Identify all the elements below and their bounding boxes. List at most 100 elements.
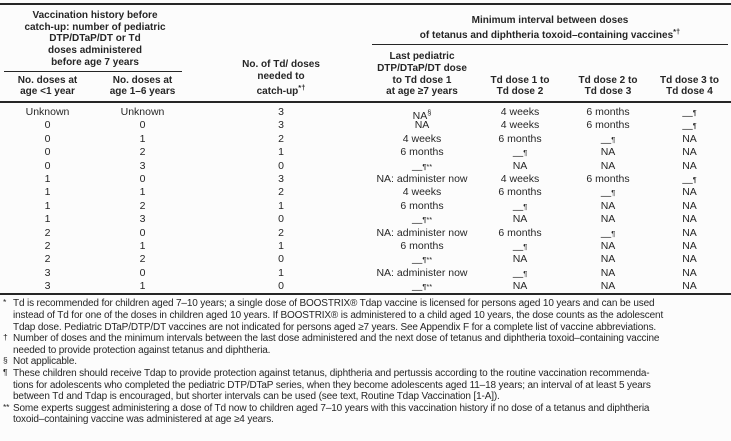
footnote-text: Not applicable. [13,356,77,368]
table-cell: 2 [44,226,51,239]
left-header-group: Vaccination history before catch-up: num… [0,5,190,101]
table-cell: —¶** [411,255,433,270]
footnote-marker-ref: ¶ [523,148,528,158]
footnote-number-of-doses: † Number of doses and the minimum interva… [3,332,729,356]
footnote-marker-ref: ¶** [422,215,433,225]
table-row: 2 1 1 6 months —¶ NA NA [0,239,731,256]
table-cell: NA: administer now [376,226,468,239]
col-header-td1-to-td2: Td dose 1 to Td dose 2 [490,74,550,98]
table-row: 1 0 3 NA: administer now 4 weeks 6 months —¶ [0,172,731,189]
table-cell: 0 [278,213,284,226]
footnote-tdap-routine: ¶ These children should receive Tdap to p… [3,367,729,403]
table-row: 1 1 2 4 weeks 6 months —¶ NA [0,186,731,202]
table-cell: 0 [278,159,284,172]
table-cell: NA [682,253,697,266]
table-cell: 0 [139,226,146,239]
right-header-group: Minimum interval between doses of tetanu… [372,5,731,101]
table-cell: —¶ [682,174,697,189]
table-cell: 1 [278,266,284,279]
left-subheader-row: No. doses at age <1 year No. doses at ag… [0,72,190,101]
table-cell: NA [512,159,528,172]
table-cell: 3 [139,159,146,172]
footnote-text: Some experts suggest administering a dos… [13,402,650,426]
col-header-doses-1-6-years: No. doses at age 1–6 years [109,74,176,98]
table-cell: 1 [44,186,51,199]
table-row: 2 0 2 NA: administer now 6 months —¶ NA [0,226,731,243]
table-cell: 2 [139,146,146,159]
table-cell: 1 [278,199,284,212]
table-cell: NA [600,280,616,293]
table-cell: NA [600,213,616,226]
table-cell: —¶ [682,121,697,136]
table-cell: 3 [278,106,284,118]
footnote-marker-ref: ¶** [422,282,433,292]
table-cell: —¶ [512,268,528,283]
table-cell: 4 weeks [402,186,442,199]
catch-up-schedule-table: Vaccination history before catch-up: num… [0,3,731,426]
table-cell: 2 [278,186,284,199]
table-cell: 6 months [498,186,542,199]
col-header-doses-under-1-year: No. doses at age <1 year [17,74,78,98]
footnote-marker-ref: ¶ [692,108,697,117]
table-row: 3 0 1 NA: administer now —¶ NA NA [0,266,731,283]
mid-header-group: No. of Td/ doses needed to catch-up*† [190,5,372,101]
table-row: 0 1 2 4 weeks 6 months —¶ NA [0,132,731,149]
table-cell: 6 months [498,132,542,145]
table-cell: 0 [278,280,284,293]
footnote-marker-ref: ¶ [692,121,697,131]
table-cell: NA [600,159,616,172]
footnote-marker-ref: ¶ [611,188,616,198]
table-cell: 3 [44,280,51,293]
footnote-marker: § [3,355,8,366]
table-cell: NA [600,146,616,159]
table-cell: 6 months [586,172,630,185]
table-cell: 0 [44,119,51,132]
table-cell: NA [600,199,616,212]
table-row: 1 3 0 —¶** NA NA NA [0,213,731,230]
footnote-td-recommended: * Td is recommended for children aged 7–1… [3,297,729,333]
table-cell: NA [682,199,697,212]
table-cell: —¶ [512,148,528,163]
footnote-marker-ref: ¶** [422,161,433,171]
footnote-marker-ref: ¶ [611,228,616,238]
table-row: 0 0 3 NA 4 weeks 6 months —¶ [0,119,731,136]
table-cell: 0 [139,172,146,185]
table-row: 2 2 0 —¶** NA NA NA [0,253,731,270]
right-subheader-row: Last pediatric DTP/DTaP/DT dose to Td do… [372,45,731,101]
col-header-last-dose-to-td1: Last pediatric DTP/DTaP/DT dose to Td do… [377,51,467,98]
left-group-header: Vaccination history before catch-up: num… [0,5,190,72]
table-cell: 4 weeks [500,106,540,118]
table-cell: 1 [278,239,284,252]
table-cell: —¶ [512,201,528,216]
table-cell: —¶ [600,134,616,149]
table-cell: NA [512,213,528,226]
table-cell: 6 months [400,146,444,159]
table-cell: 0 [44,159,51,172]
table-cell: —¶** [411,215,433,230]
right-group-header: Minimum interval between doses of tetanu… [372,5,728,45]
table-cell: 6 months [586,119,630,132]
table-cell: 2 [139,199,146,212]
footnote-marker-ref: ¶ [523,241,528,251]
table-cell: —¶** [411,282,433,297]
footnote-text: Number of doses and the minimum interval… [13,333,660,356]
table-cell: NA [682,280,697,293]
footnote-marker-ref: ¶** [422,255,433,265]
table-cell: NA [512,253,528,266]
table-cell: 0 [44,132,51,145]
table-cell: —¶** [411,161,433,176]
table-cell: 3 [278,172,284,185]
table-cell: NA [682,146,697,159]
footnotes-section: * Td is recommended for children aged 7–1… [0,295,731,426]
table-cell: 0 [139,119,146,132]
table-cell: 1 [44,199,51,212]
table-cell: 0 [278,253,284,266]
table-body: Unknown Unknown 3 NA§ 4 weeks 6 months —¶ 0 0 3 NA… [0,103,731,297]
table-row: 1 2 1 6 months —¶ NA NA [0,199,731,216]
col-header-td-doses-needed: No. of Td/ doses needed to catch-up*† [190,59,372,98]
table-cell: 3 [139,213,146,226]
table-cell: NA [682,213,697,226]
table-cell: 6 months [400,199,444,212]
footnote-marker-ref: *† [673,27,681,37]
